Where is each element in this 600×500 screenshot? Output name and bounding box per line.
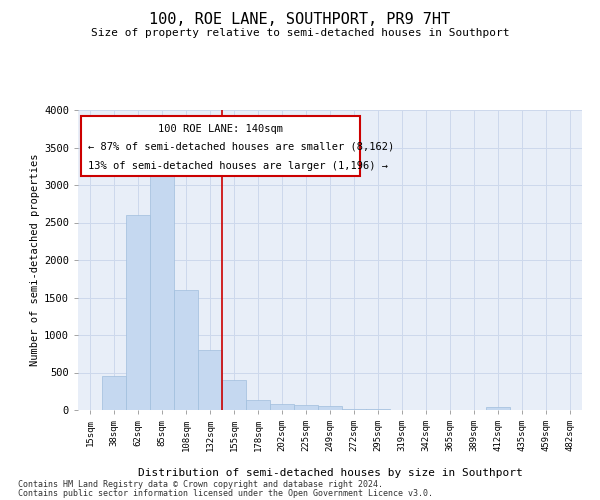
Bar <box>270 404 294 410</box>
Text: Distribution of semi-detached houses by size in Southport: Distribution of semi-detached houses by … <box>137 468 523 477</box>
Bar <box>366 409 390 410</box>
Bar <box>318 406 342 410</box>
Bar <box>198 350 222 410</box>
Text: Contains HM Land Registry data © Crown copyright and database right 2024.: Contains HM Land Registry data © Crown c… <box>18 480 383 489</box>
Bar <box>174 290 198 410</box>
Text: ← 87% of semi-detached houses are smaller (8,162): ← 87% of semi-detached houses are smalle… <box>88 142 394 152</box>
Text: 100, ROE LANE, SOUTHPORT, PR9 7HT: 100, ROE LANE, SOUTHPORT, PR9 7HT <box>149 12 451 28</box>
Bar <box>246 400 270 410</box>
Text: 100 ROE LANE: 140sqm: 100 ROE LANE: 140sqm <box>158 124 283 134</box>
Text: 13% of semi-detached houses are larger (1,196) →: 13% of semi-detached houses are larger (… <box>88 161 388 171</box>
Text: Contains public sector information licensed under the Open Government Licence v3: Contains public sector information licen… <box>18 488 433 498</box>
Bar <box>126 215 150 410</box>
Bar <box>150 170 174 410</box>
Y-axis label: Number of semi-detached properties: Number of semi-detached properties <box>30 154 40 366</box>
Bar <box>342 408 366 410</box>
Text: Size of property relative to semi-detached houses in Southport: Size of property relative to semi-detach… <box>91 28 509 38</box>
Bar <box>486 408 510 410</box>
Bar <box>294 405 318 410</box>
Bar <box>102 376 126 410</box>
Bar <box>222 380 246 410</box>
FancyBboxPatch shape <box>80 116 360 176</box>
